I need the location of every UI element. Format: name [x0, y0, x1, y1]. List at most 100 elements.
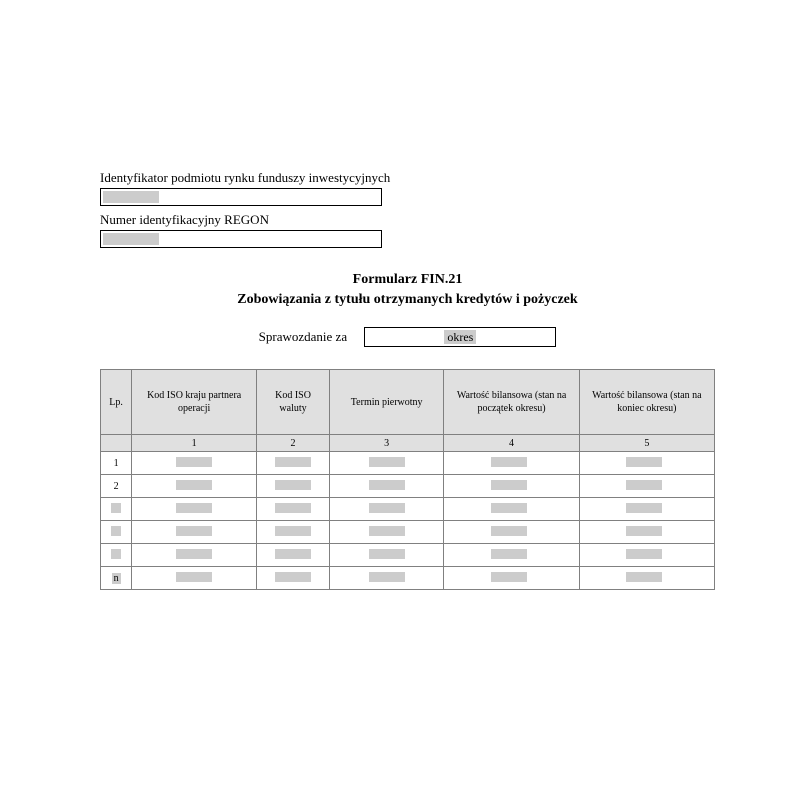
- table-header-lp: Lp.: [101, 370, 132, 435]
- table-header-c2: Kod ISO waluty: [257, 370, 330, 435]
- cell-placeholder: [111, 503, 121, 513]
- table-colnum-c2: 2: [257, 435, 330, 452]
- report-period-row: Sprawozdanie za okres: [100, 327, 715, 347]
- report-period-input[interactable]: okres: [364, 327, 556, 347]
- table-number-row: 12345: [101, 435, 715, 452]
- cell-placeholder: [491, 572, 527, 582]
- table-header-c1: Kod ISO kraju partnera operacji: [132, 370, 257, 435]
- table-colnum-c5: 5: [579, 435, 714, 452]
- cell-placeholder: [275, 480, 311, 490]
- form-title-line2: Zobowiązania z tytułu otrzymanych kredyt…: [100, 290, 715, 310]
- table-header-c5: Wartość bilansowa (stan na koniec okresu…: [579, 370, 714, 435]
- table-cell-c4: [444, 498, 579, 521]
- table-cell-c3: [329, 475, 443, 498]
- cell-placeholder: [369, 503, 405, 513]
- table-row: 2: [101, 475, 715, 498]
- cell-placeholder: [626, 480, 662, 490]
- cell-placeholder: [275, 572, 311, 582]
- table-cell-lp: [101, 521, 132, 544]
- table-cell-c5: [579, 452, 714, 475]
- table-cell-c1: [132, 498, 257, 521]
- table-cell-c3: [329, 452, 443, 475]
- form-title-line1: Formularz FIN.21: [100, 270, 715, 290]
- table-body: 12 n: [101, 452, 715, 590]
- table-cell-c4: [444, 544, 579, 567]
- cell-placeholder: [626, 503, 662, 513]
- regon-placeholder: [103, 233, 159, 245]
- table-header-c3: Termin pierwotny: [329, 370, 443, 435]
- main-table: Lp.Kod ISO kraju partnera operacjiKod IS…: [100, 369, 715, 590]
- table-cell-c3: [329, 544, 443, 567]
- form-title: Formularz FIN.21 Zobowiązania z tytułu o…: [100, 270, 715, 309]
- table-colnum-c1: 1: [132, 435, 257, 452]
- table-cell-c1: [132, 544, 257, 567]
- table-cell-c1: [132, 521, 257, 544]
- cell-placeholder: [275, 549, 311, 559]
- cell-lp-text: n: [112, 573, 121, 584]
- table-cell-lp: 1: [101, 452, 132, 475]
- table-header-c4: Wartość bilansowa (stan na początek okre…: [444, 370, 579, 435]
- table-cell-c4: [444, 452, 579, 475]
- cell-placeholder: [275, 457, 311, 467]
- table-cell-c2: [257, 544, 330, 567]
- table-row: 1: [101, 452, 715, 475]
- table-cell-c5: [579, 544, 714, 567]
- table-colnum-lp: [101, 435, 132, 452]
- table-cell-c1: [132, 452, 257, 475]
- table-colnum-c4: 4: [444, 435, 579, 452]
- identifier-label: Identyfikator podmiotu rynku funduszy in…: [100, 170, 715, 186]
- identifier-field-group: Identyfikator podmiotu rynku funduszy in…: [100, 170, 715, 206]
- cell-placeholder: [176, 572, 212, 582]
- cell-placeholder: [275, 526, 311, 536]
- cell-placeholder: [491, 549, 527, 559]
- table-cell-c2: [257, 498, 330, 521]
- cell-placeholder: [491, 480, 527, 490]
- table-cell-c5: [579, 475, 714, 498]
- table-cell-c5: [579, 521, 714, 544]
- table-cell-lp: [101, 498, 132, 521]
- regon-label: Numer identyfikacyjny REGON: [100, 212, 715, 228]
- cell-placeholder: [111, 526, 121, 536]
- cell-placeholder: [491, 526, 527, 536]
- table-cell-c3: [329, 567, 443, 590]
- cell-placeholder: [369, 480, 405, 490]
- cell-placeholder: [491, 457, 527, 467]
- table-cell-lp: n: [101, 567, 132, 590]
- cell-placeholder: [176, 480, 212, 490]
- table-colnum-c3: 3: [329, 435, 443, 452]
- report-period-label: Sprawozdanie za: [259, 329, 347, 345]
- cell-placeholder: [491, 503, 527, 513]
- table-row: [101, 544, 715, 567]
- cell-placeholder: [626, 457, 662, 467]
- identifier-input-box[interactable]: [100, 188, 382, 206]
- cell-placeholder: [176, 503, 212, 513]
- cell-placeholder: [369, 457, 405, 467]
- table-cell-c1: [132, 475, 257, 498]
- table-row: n: [101, 567, 715, 590]
- cell-placeholder: [369, 572, 405, 582]
- cell-placeholder: [626, 549, 662, 559]
- table-cell-c2: [257, 567, 330, 590]
- table-row: [101, 521, 715, 544]
- table-cell-c3: [329, 498, 443, 521]
- table-cell-c4: [444, 475, 579, 498]
- cell-placeholder: [369, 526, 405, 536]
- cell-placeholder: [626, 572, 662, 582]
- table-cell-c1: [132, 567, 257, 590]
- identifier-placeholder: [103, 191, 159, 203]
- cell-placeholder: [176, 526, 212, 536]
- regon-input-box[interactable]: [100, 230, 382, 248]
- cell-placeholder: [176, 457, 212, 467]
- table-cell-lp: [101, 544, 132, 567]
- cell-placeholder: [111, 549, 121, 559]
- table-cell-c4: [444, 567, 579, 590]
- cell-placeholder: [369, 549, 405, 559]
- table-cell-c2: [257, 452, 330, 475]
- table-cell-c5: [579, 567, 714, 590]
- table-cell-c2: [257, 521, 330, 544]
- table-row: [101, 498, 715, 521]
- table-cell-c5: [579, 498, 714, 521]
- table-cell-c3: [329, 521, 443, 544]
- report-period-placeholder: okres: [444, 330, 476, 344]
- regon-field-group: Numer identyfikacyjny REGON: [100, 212, 715, 248]
